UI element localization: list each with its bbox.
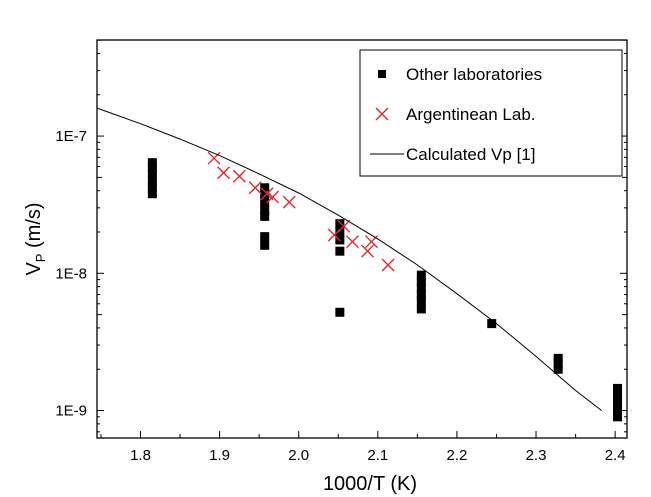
y-axis-title-sub: P <box>33 254 48 263</box>
other-lab-point <box>147 158 157 168</box>
argentinean-lab-point <box>346 235 360 249</box>
other-lab-point <box>613 397 623 407</box>
x-marker-stroke <box>337 219 351 233</box>
argentinean-lab-point <box>361 244 375 258</box>
legend-label: Calculated Vp [1] <box>406 145 535 164</box>
argentinean-lab-point <box>217 166 231 180</box>
legend-label: Other laboratories <box>406 65 542 84</box>
other-lab-point <box>260 189 270 199</box>
other-lab-point <box>335 307 345 317</box>
x-tick-label: 1.9 <box>209 447 230 464</box>
other-lab-point <box>416 277 426 287</box>
other-lab-point <box>613 406 623 416</box>
other-lab-point <box>147 169 157 179</box>
x-marker-stroke <box>207 151 221 165</box>
other-lab-point <box>613 390 623 400</box>
x-marker-stroke <box>361 244 375 258</box>
other-lab-point <box>147 183 157 193</box>
x-axis-title: 1000/T (K) <box>323 473 417 495</box>
legend-symbol-x <box>375 107 389 121</box>
argentinean-lab-point <box>381 258 395 272</box>
other-lab-point <box>260 211 270 221</box>
other-lab-point <box>416 270 426 280</box>
argentinean-lab-point <box>337 219 351 233</box>
x-tick-label: 2.4 <box>605 447 626 464</box>
other-lab-point <box>416 283 426 293</box>
other-lab-point <box>553 353 563 363</box>
legend-box <box>359 49 623 177</box>
argentinean-lab-point <box>232 169 246 183</box>
x-marker-stroke <box>346 235 360 249</box>
y-axis-title: VP (m/s) <box>23 202 48 275</box>
other-lab-point <box>335 219 345 229</box>
x-marker-stroke <box>381 258 395 272</box>
y-tick-label: 1E-7 <box>55 128 87 145</box>
other-lab-point <box>613 383 623 393</box>
x-tick-label: 2.1 <box>367 447 388 464</box>
x-marker-stroke <box>282 195 296 209</box>
other-lab-point <box>260 232 270 242</box>
x-tick-label: 2.0 <box>288 447 309 464</box>
x-tick-label: 2.2 <box>446 447 467 464</box>
other-lab-point <box>260 197 270 207</box>
x-marker-stroke <box>248 181 262 195</box>
y-axis-title-main: V <box>23 262 45 276</box>
other-lab-point <box>147 176 157 186</box>
other-lab-point <box>260 183 270 193</box>
other-lab-point <box>416 304 426 314</box>
other-lab-point <box>416 290 426 300</box>
other-lab-point <box>553 364 563 374</box>
y-tick-label: 1E-8 <box>55 265 87 282</box>
other-lab-point <box>335 246 345 256</box>
x-marker-stroke <box>266 190 280 204</box>
x-tick-label: 2.3 <box>526 447 547 464</box>
calculated-vp-line <box>97 107 603 411</box>
x-tick-label: 1.8 <box>130 447 151 464</box>
other-lab-point <box>147 163 157 173</box>
argentinean-lab-point <box>282 195 296 209</box>
other-lab-point <box>260 240 270 250</box>
argentinean-lab-point <box>248 181 262 195</box>
x-marker-stroke <box>260 187 274 201</box>
legend: Other laboratories Argentinean Lab. Calcul… <box>359 49 623 177</box>
y-tick-label: 1E-9 <box>55 403 87 420</box>
x-marker-stroke <box>217 166 231 180</box>
argentinean-lab-point <box>266 190 280 204</box>
other-lab-point <box>147 189 157 199</box>
x-marker-stroke <box>232 169 246 183</box>
legend-symbol-square <box>378 70 386 78</box>
other-lab-point <box>553 359 563 369</box>
other-lab-point <box>487 319 497 329</box>
y-axis-title-unit: (m/s) <box>23 202 45 253</box>
legend-label: Argentinean Lab. <box>406 105 536 124</box>
other-lab-point <box>335 227 345 237</box>
other-lab-point <box>613 412 623 422</box>
other-lab-point <box>416 296 426 306</box>
data-layer <box>97 107 623 422</box>
argentinean-lab-point <box>207 151 221 165</box>
plot-frame <box>96 39 628 439</box>
other-lab-point <box>260 205 270 215</box>
